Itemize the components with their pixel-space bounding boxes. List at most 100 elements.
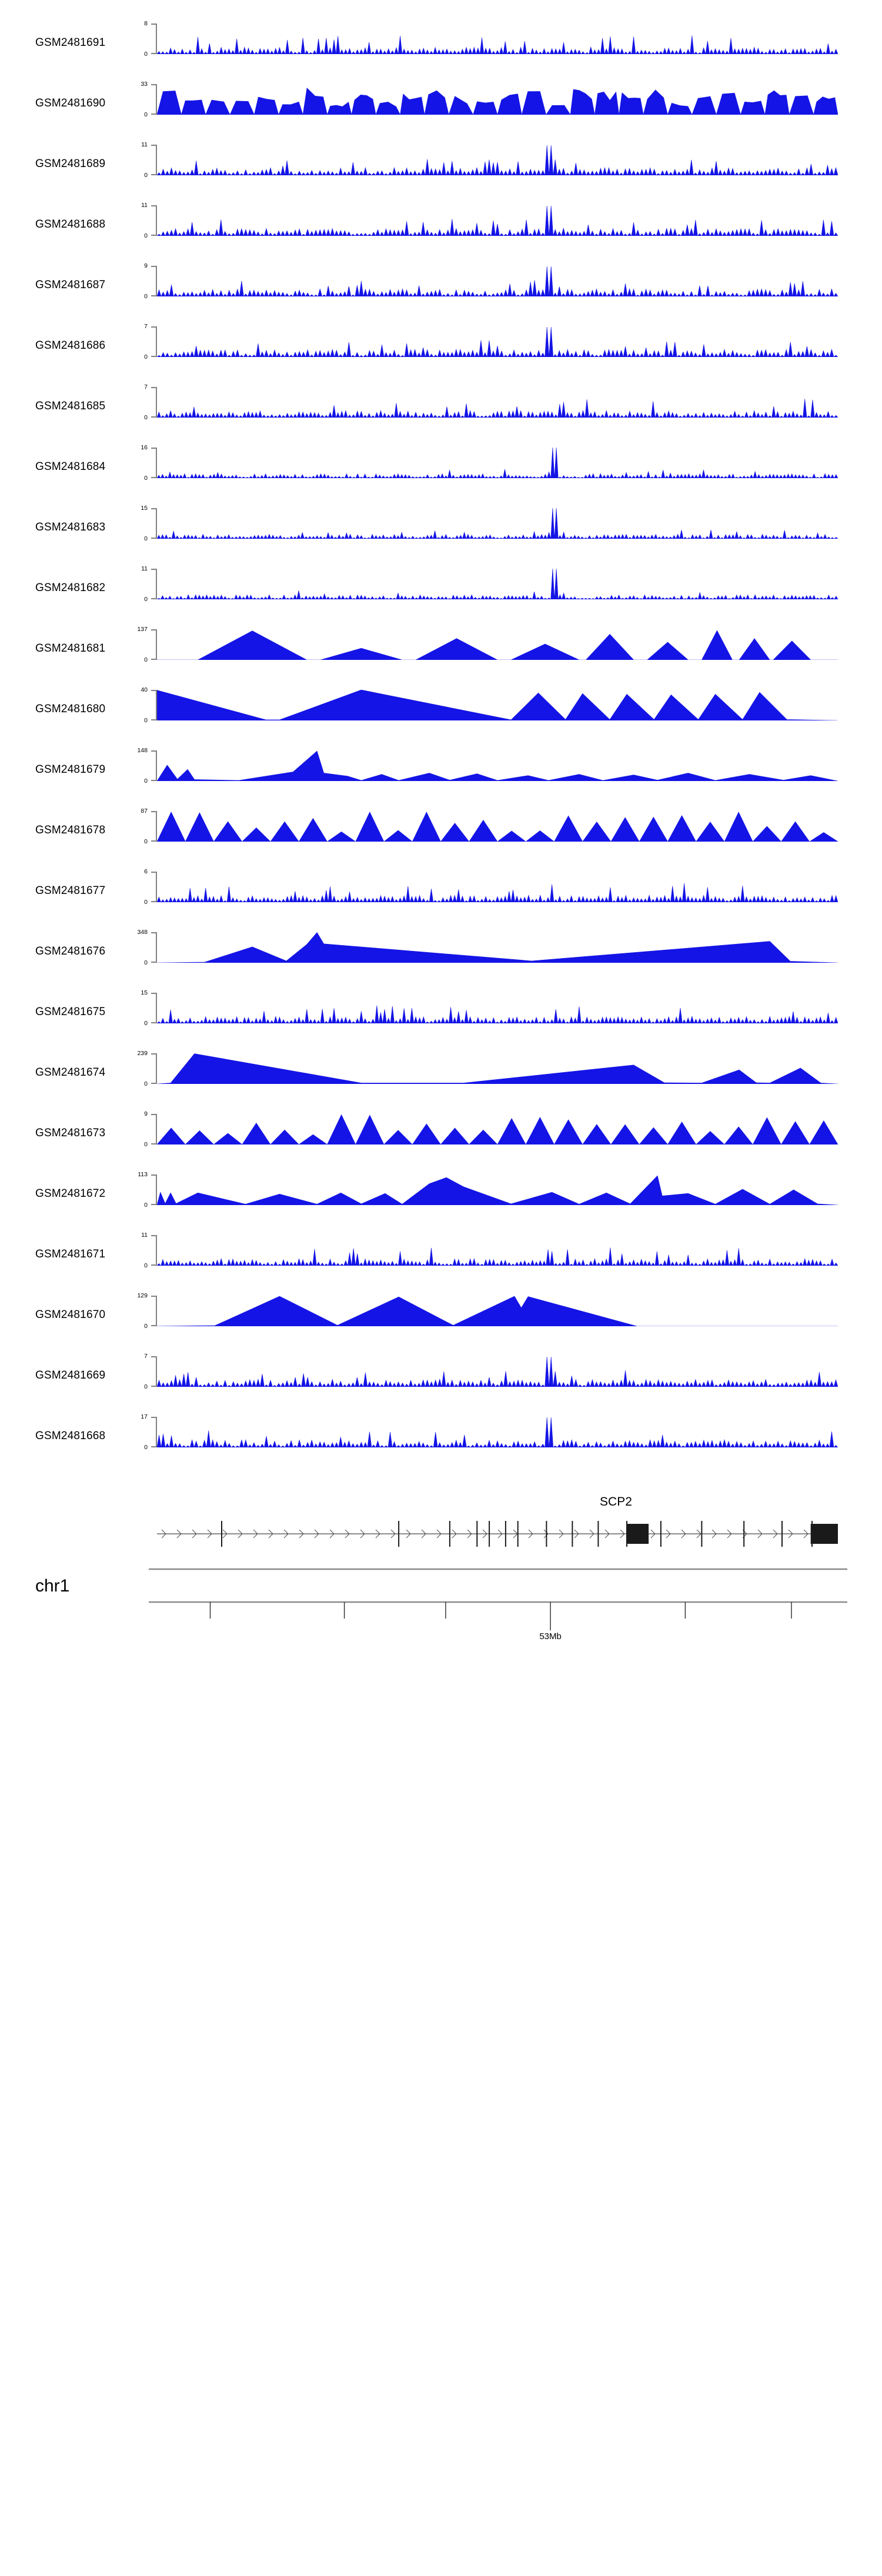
- coverage-plot[interactable]: [157, 326, 838, 357]
- coverage-plot[interactable]: [157, 1174, 838, 1205]
- coverage-track[interactable]: GSM2481685 7 0: [0, 383, 882, 448]
- y-axis-spine: [156, 1174, 157, 1205]
- coverage-track[interactable]: GSM2481688 11 0: [0, 202, 882, 266]
- y-axis-spine: [156, 326, 157, 357]
- y-axis-spine: [156, 84, 157, 115]
- y-axis-tick-min: [151, 1446, 157, 1447]
- coverage-track[interactable]: GSM2481675 15 0: [0, 990, 882, 1053]
- coverage-plot[interactable]: [157, 205, 838, 236]
- y-axis-tick-max: [151, 629, 157, 630]
- coverage-track[interactable]: GSM2481672 113 0: [0, 1171, 882, 1235]
- coverage-track[interactable]: GSM2481686 7 0: [0, 323, 882, 387]
- track-y-axis: 17 0: [141, 1414, 157, 1450]
- y-axis-max-label: 9: [144, 1110, 148, 1117]
- axis-tick-label-53mb: 53Mb: [539, 1631, 562, 1641]
- y-axis-spine: [156, 569, 157, 599]
- y-axis-max-label: 7: [144, 383, 148, 391]
- coverage-track[interactable]: GSM2481690 33 0: [0, 81, 882, 145]
- coverage-plot[interactable]: [157, 448, 838, 478]
- y-axis-max-label: 137: [137, 626, 148, 633]
- chromosome-axis-wrapper[interactable]: [149, 1566, 847, 1636]
- track-label: GSM2481684: [35, 461, 106, 473]
- coverage-track[interactable]: GSM2481670 129 0: [0, 1293, 882, 1356]
- track-y-axis: 11 0: [141, 142, 157, 178]
- coverage-track[interactable]: GSM2481687 9 0: [0, 263, 882, 326]
- y-axis-tick-min: [151, 1325, 157, 1326]
- coverage-plot[interactable]: [157, 24, 838, 54]
- coverage-plot[interactable]: [157, 1296, 838, 1326]
- coverage-plot[interactable]: [157, 629, 838, 660]
- y-axis-min-label: 0: [144, 837, 148, 845]
- track-label: GSM2481674: [35, 1066, 106, 1079]
- coverage-area-path: [157, 883, 838, 902]
- y-axis-max-label: 113: [138, 1171, 148, 1178]
- coverage-track[interactable]: GSM2481678 87 0: [0, 808, 882, 872]
- chromosome-axis-track[interactable]: chr1 53Mb: [0, 1566, 882, 1671]
- coverage-plot[interactable]: [157, 145, 838, 175]
- y-axis-min-label: 0: [144, 1140, 148, 1148]
- coverage-plot[interactable]: [157, 387, 838, 418]
- coverage-plot[interactable]: [157, 811, 838, 842]
- coverage-track[interactable]: GSM2481689 11 0: [0, 142, 882, 205]
- y-axis-tick-min: [151, 962, 157, 963]
- coverage-track[interactable]: GSM2481680 40 0: [0, 687, 882, 750]
- y-axis-tick-min: [151, 1264, 157, 1266]
- track-label: GSM2481676: [35, 945, 106, 957]
- coverage-plot[interactable]: [157, 750, 838, 781]
- coverage-plot[interactable]: [157, 1356, 838, 1387]
- coverage-track[interactable]: GSM2481684 16 0: [0, 445, 882, 508]
- coverage-plot[interactable]: [157, 1417, 838, 1447]
- y-axis-max-label: 239: [137, 1050, 148, 1057]
- coverage-track[interactable]: GSM2481674 239 0: [0, 1050, 882, 1114]
- track-label: GSM2481690: [35, 97, 106, 109]
- y-axis-tick-max: [151, 932, 157, 933]
- coverage-track[interactable]: GSM2481677 6 0: [0, 869, 882, 932]
- track-label: GSM2481675: [35, 1006, 106, 1018]
- coverage-track[interactable]: GSM2481682 11 0: [0, 566, 882, 629]
- coverage-plot[interactable]: [157, 932, 838, 963]
- coverage-area-path: [157, 399, 838, 418]
- coverage-track[interactable]: GSM2481669 7 0: [0, 1353, 882, 1417]
- y-axis-min-label: 0: [144, 171, 148, 179]
- gene-model-track[interactable]: SCP2: [0, 1495, 882, 1560]
- y-axis-tick-min: [151, 174, 157, 175]
- track-label: GSM2481687: [35, 279, 106, 291]
- coverage-plot[interactable]: [157, 1053, 838, 1084]
- track-y-axis: 15 0: [141, 505, 157, 542]
- track-y-axis: 11 0: [141, 566, 157, 602]
- gene-model-wrapper[interactable]: [157, 1507, 838, 1548]
- y-axis-tick-max: [151, 387, 157, 388]
- y-axis-spine: [156, 750, 157, 781]
- coverage-track[interactable]: GSM2481679 148 0: [0, 748, 882, 811]
- coverage-track[interactable]: GSM2481671 11 0: [0, 1232, 882, 1296]
- coverage-track[interactable]: GSM2481676 348 0: [0, 929, 882, 993]
- coverage-track[interactable]: GSM2481673 9 0: [0, 1110, 882, 1174]
- y-axis-tick-max: [151, 205, 157, 206]
- y-axis-min-label: 0: [144, 111, 148, 118]
- track-label: GSM2481683: [35, 521, 106, 533]
- y-axis-tick-min: [151, 1022, 157, 1023]
- coverage-plot[interactable]: [157, 84, 838, 115]
- coverage-track[interactable]: GSM2481681 137 0: [0, 626, 882, 690]
- coverage-plot[interactable]: [157, 569, 838, 599]
- track-y-axis: 11 0: [141, 1232, 157, 1269]
- track-y-axis: 239 0: [137, 1050, 157, 1087]
- coverage-track[interactable]: GSM2481691 8 0: [0, 21, 882, 84]
- coverage-plot[interactable]: [157, 1114, 838, 1144]
- gene-model-svg: [157, 1521, 838, 1547]
- coverage-area-path: [157, 750, 838, 781]
- coverage-track[interactable]: GSM2481683 15 0: [0, 505, 882, 569]
- coverage-plot[interactable]: [157, 690, 838, 720]
- coverage-plot[interactable]: [157, 508, 838, 539]
- coverage-plot[interactable]: [157, 266, 838, 296]
- coverage-plot[interactable]: [157, 872, 838, 902]
- coverage-plot[interactable]: [157, 993, 838, 1023]
- track-label: GSM2481677: [35, 885, 106, 897]
- coverage-area-path: [157, 35, 838, 54]
- y-axis-tick-max: [151, 1174, 157, 1176]
- y-axis-min-label: 0: [144, 353, 148, 361]
- coverage-area-path: [157, 448, 838, 478]
- coverage-plot[interactable]: [157, 1235, 838, 1266]
- coverage-area-path: [157, 327, 838, 357]
- coverage-track[interactable]: GSM2481668 17 0: [0, 1414, 882, 1477]
